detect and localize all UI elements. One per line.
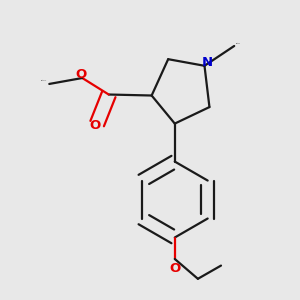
Text: methyl: methyl xyxy=(236,43,241,44)
Text: methoxy: methoxy xyxy=(41,80,48,81)
Text: N: N xyxy=(202,56,213,69)
Text: O: O xyxy=(169,262,180,275)
Text: O: O xyxy=(75,68,86,80)
Text: O: O xyxy=(89,119,100,132)
